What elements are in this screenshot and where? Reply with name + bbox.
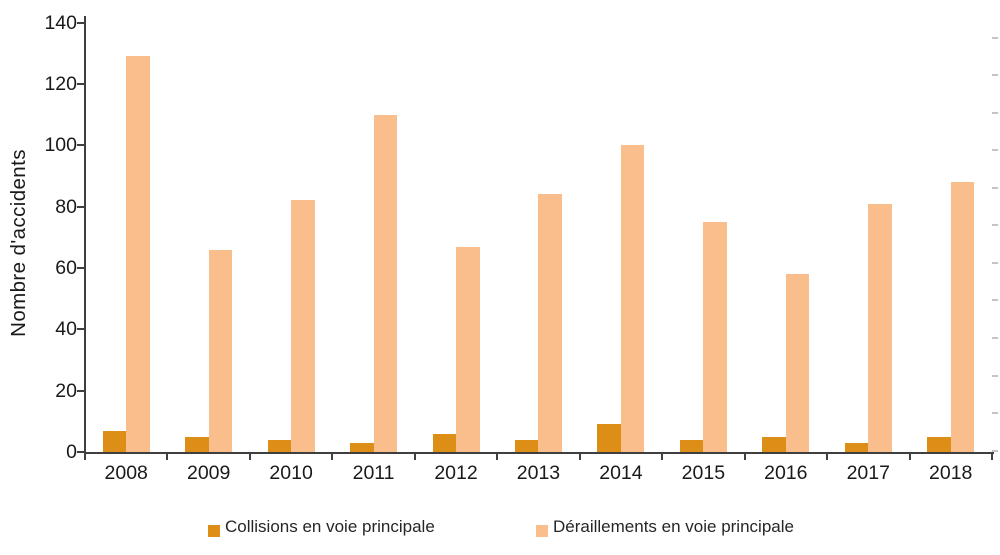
x-tick-label-2010: 2010 xyxy=(269,462,313,484)
bar-deraillements-2015 xyxy=(703,221,727,452)
legend-label-deraillements: Déraillements en voie principale xyxy=(553,517,794,536)
x-tick-8 xyxy=(743,452,746,460)
y-tick-80 xyxy=(77,205,85,208)
y-tick-100 xyxy=(77,144,85,147)
y-tick-label-40: 40 xyxy=(55,318,77,341)
bar-collisions-2011 xyxy=(350,442,374,452)
x-tick-label-2018: 2018 xyxy=(929,462,973,484)
y-tick-label-60: 60 xyxy=(55,256,77,279)
x-tick-9 xyxy=(826,452,829,460)
bar-collisions-2017 xyxy=(844,442,869,452)
right-edge-dash xyxy=(992,412,998,415)
bar-collisions-2016 xyxy=(762,436,786,452)
legend-swatch-deraillements xyxy=(536,525,548,537)
bar-deraillements-2009 xyxy=(208,249,233,452)
legend-swatch-collisions xyxy=(208,525,220,537)
bar-deraillements-2016 xyxy=(785,274,810,452)
bar-deraillements-2008 xyxy=(126,56,150,452)
right-edge-dash xyxy=(992,111,998,114)
bar-deraillements-2013 xyxy=(538,194,562,452)
right-edge-dash xyxy=(992,449,998,452)
bar-deraillements-2010 xyxy=(291,200,315,452)
x-tick-0 xyxy=(84,452,86,460)
y-axis-line xyxy=(84,16,86,453)
right-edge-dash xyxy=(992,149,998,152)
x-tick-label-2012: 2012 xyxy=(434,462,478,484)
x-tick-label-2014: 2014 xyxy=(599,462,643,484)
bar-deraillements-2011 xyxy=(373,114,398,452)
right-edge-dash xyxy=(992,299,998,302)
y-tick-label-80: 80 xyxy=(55,195,77,218)
bar-deraillements-2012 xyxy=(456,246,480,452)
x-tick-6 xyxy=(578,452,581,460)
right-edge-dash xyxy=(992,337,998,340)
y-tick-label-120: 120 xyxy=(44,72,77,95)
right-edge-dash xyxy=(992,261,998,264)
y-tick-label-0: 0 xyxy=(66,441,77,463)
x-tick-label-2017: 2017 xyxy=(846,462,890,484)
x-axis-line xyxy=(84,452,994,454)
y-tick-label-100: 100 xyxy=(44,134,77,157)
y-tick-40 xyxy=(77,328,85,331)
x-tick-4 xyxy=(413,452,416,460)
x-tick-3 xyxy=(331,452,334,460)
x-tick-label-2009: 2009 xyxy=(186,462,231,484)
right-edge-dash xyxy=(992,186,998,189)
bar-collisions-2013 xyxy=(514,439,539,452)
bar-collisions-2010 xyxy=(267,439,292,452)
y-tick-label-20: 20 xyxy=(55,379,77,402)
x-tick-label-2016: 2016 xyxy=(764,462,808,484)
x-tick-11 xyxy=(990,452,993,460)
x-tick-label-2011: 2011 xyxy=(352,462,395,484)
x-tick-10 xyxy=(908,452,911,460)
bar-collisions-2012 xyxy=(432,433,457,452)
x-tick-1 xyxy=(166,452,169,460)
legend-label-collisions: Collisions en voie principale xyxy=(225,517,435,536)
right-edge-dash xyxy=(992,74,998,77)
x-tick-5 xyxy=(496,452,499,460)
y-tick-label-140: 140 xyxy=(44,11,77,34)
y-axis-title: Nombre d'accidents xyxy=(7,149,30,337)
x-tick-7 xyxy=(661,452,664,460)
bar-deraillements-2014 xyxy=(620,145,645,452)
x-tick-2 xyxy=(248,452,251,460)
bar-collisions-2008 xyxy=(102,430,127,452)
y-tick-120 xyxy=(77,82,85,85)
bar-collisions-2014 xyxy=(597,424,621,452)
bar-collisions-2018 xyxy=(927,436,951,452)
bar-deraillements-2017 xyxy=(868,203,892,452)
x-tick-label-2008: 2008 xyxy=(104,462,148,484)
y-tick-0 xyxy=(77,451,85,453)
y-tick-140 xyxy=(77,21,85,24)
x-tick-label-2015: 2015 xyxy=(681,462,726,484)
right-edge-dash xyxy=(992,224,998,227)
y-tick-60 xyxy=(77,266,85,269)
bar-collisions-2009 xyxy=(185,436,209,452)
bar-collisions-2015 xyxy=(679,439,704,452)
bar-deraillements-2018 xyxy=(950,182,975,452)
x-tick-label-2013: 2013 xyxy=(516,462,561,484)
right-edge-dash xyxy=(992,36,998,39)
right-edge-dash xyxy=(992,374,998,377)
y-tick-20 xyxy=(77,389,85,392)
